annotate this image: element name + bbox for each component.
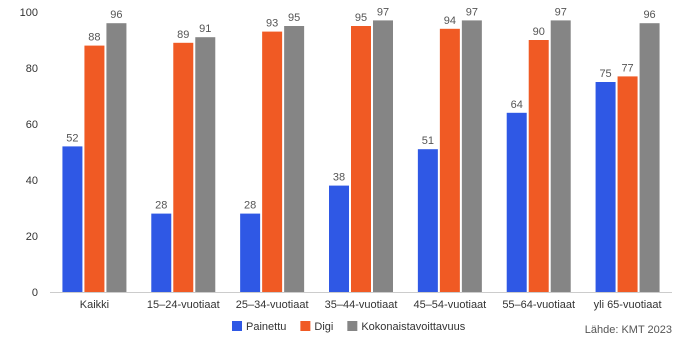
data-label: 28 <box>155 200 167 212</box>
axis-layer: 0 20 40 60 80 100 <box>20 7 672 299</box>
data-label: 52 <box>66 132 78 144</box>
bar-kokonaistavoittavuus-0 <box>106 23 127 292</box>
bar-painettu-1 <box>151 213 172 292</box>
legend-label: Kokonaistavoittavuus <box>361 321 465 333</box>
category-label: 35–44-vuotiaat <box>325 299 398 311</box>
category-label: 15–24-vuotiaat <box>147 299 220 311</box>
bar-digi-4 <box>439 28 460 293</box>
data-label: 89 <box>177 29 189 41</box>
data-label: 95 <box>288 12 300 24</box>
bar-kokonaistavoittavuus-2 <box>284 26 305 292</box>
source-text: Lähde: KMT 2023 <box>585 324 672 336</box>
data-label: 38 <box>333 172 345 184</box>
bar-painettu-4 <box>417 149 438 292</box>
y-tick-label: 60 <box>26 119 38 131</box>
legend: Painettu Digi Kokonaistavoittavuus <box>232 321 466 333</box>
y-tick-label: 100 <box>20 7 38 19</box>
data-label: 51 <box>422 135 434 147</box>
bar-painettu-0 <box>62 146 83 292</box>
legend-swatch <box>300 321 311 331</box>
bar-painettu-2 <box>240 213 261 292</box>
data-label: 28 <box>244 200 256 212</box>
bar-kokonaistavoittavuus-1 <box>195 37 216 293</box>
bar-digi-0 <box>84 45 105 292</box>
bar-digi-1 <box>173 42 194 292</box>
y-tick-label: 0 <box>32 287 38 299</box>
data-label: 75 <box>599 68 611 80</box>
bar-kokonaistavoittavuus-5 <box>550 20 571 293</box>
category-label: Kaikki <box>80 299 109 311</box>
data-label: 96 <box>643 9 655 21</box>
data-label: 91 <box>199 23 211 35</box>
category-label: 25–34-vuotiaat <box>236 299 309 311</box>
bar-digi-2 <box>262 31 283 292</box>
data-label: 95 <box>355 12 367 24</box>
bar-kokonaistavoittavuus-4 <box>461 20 482 293</box>
y-tick-label: 80 <box>26 63 38 75</box>
y-tick-label: 20 <box>26 231 38 243</box>
data-label: 64 <box>511 99 523 111</box>
bar-kokonaistavoittavuus-3 <box>373 20 393 293</box>
category-label: yli 65-vuotiaat <box>594 299 662 311</box>
legend-label: Painettu <box>246 321 286 333</box>
bar-kokonaistavoittavuus-6 <box>639 23 660 292</box>
data-label: 97 <box>555 6 567 18</box>
data-label: 97 <box>377 6 389 18</box>
category-label: 55–64-vuotiaat <box>502 299 575 311</box>
bar-digi-3 <box>351 26 371 292</box>
labels-layer: 52 88 96 Kaikki 28 89 91 15–24-vuotiaat 28 93 95 25… <box>66 6 661 311</box>
data-label: 93 <box>266 18 278 30</box>
bar-painettu-6 <box>595 82 616 292</box>
bar-painettu-5 <box>506 112 527 292</box>
data-label: 88 <box>88 32 100 44</box>
data-label: 77 <box>621 62 633 74</box>
bar-digi-6 <box>617 76 638 293</box>
bars-layer <box>62 20 660 293</box>
legend-swatch <box>347 321 358 331</box>
bar-painettu-3 <box>329 185 349 292</box>
data-label: 97 <box>466 6 478 18</box>
y-tick-label: 40 <box>26 175 38 187</box>
data-label: 94 <box>444 15 456 27</box>
data-label: 96 <box>110 9 122 21</box>
category-label: 45–54-vuotiaat <box>413 299 486 311</box>
legend-label: Digi <box>314 321 333 333</box>
data-label: 90 <box>533 26 545 38</box>
legend-swatch <box>232 321 242 331</box>
bar-digi-5 <box>528 40 549 292</box>
